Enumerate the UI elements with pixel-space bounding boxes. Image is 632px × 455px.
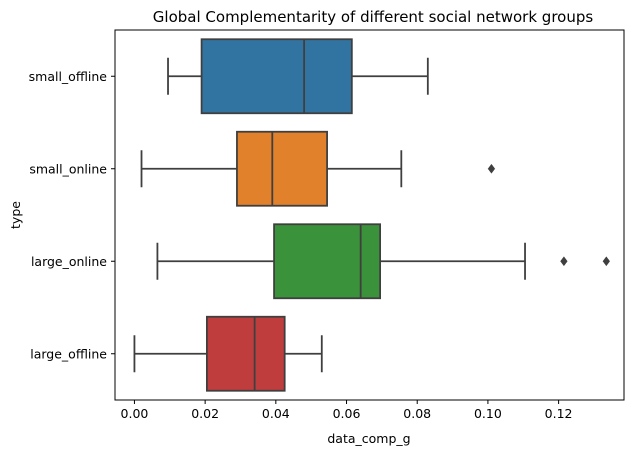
x-tick-label: 0.04 <box>262 406 290 421</box>
box-small_online <box>140 130 496 207</box>
box-iqr <box>273 223 382 300</box>
y-tick-label: large_offline <box>30 346 107 361</box>
x-tick-label: 0.12 <box>545 406 573 421</box>
x-tick-label: 0.02 <box>191 406 219 421</box>
y-tick-label: small_online <box>29 161 107 176</box>
plot-frame <box>114 29 625 401</box>
y-tick-label: small_offline <box>29 69 108 84</box>
x-tick-label: 0.10 <box>474 406 502 421</box>
x-tick-label: 0.06 <box>333 406 361 421</box>
box-iqr <box>236 130 328 207</box>
outlier-point <box>560 256 568 267</box>
x-tick-label: 0.08 <box>403 406 431 421</box>
outlier-point <box>487 163 496 174</box>
x-axis-label: data_comp_g <box>327 431 410 446</box>
box-large_online <box>156 223 611 300</box>
chart-title: Global Complementarity of different soci… <box>153 8 594 26</box>
box-large_offline <box>133 315 323 392</box>
outlier-point <box>602 256 611 267</box>
box-small_offline <box>167 38 429 115</box>
box-iqr <box>206 315 286 392</box>
y-tick-label: large_online <box>31 254 107 269</box>
y-axis-label: type <box>8 201 23 229</box>
plot-area <box>133 38 611 392</box>
x-tick-label: 0.00 <box>121 406 149 421</box>
box-iqr <box>200 38 353 115</box>
